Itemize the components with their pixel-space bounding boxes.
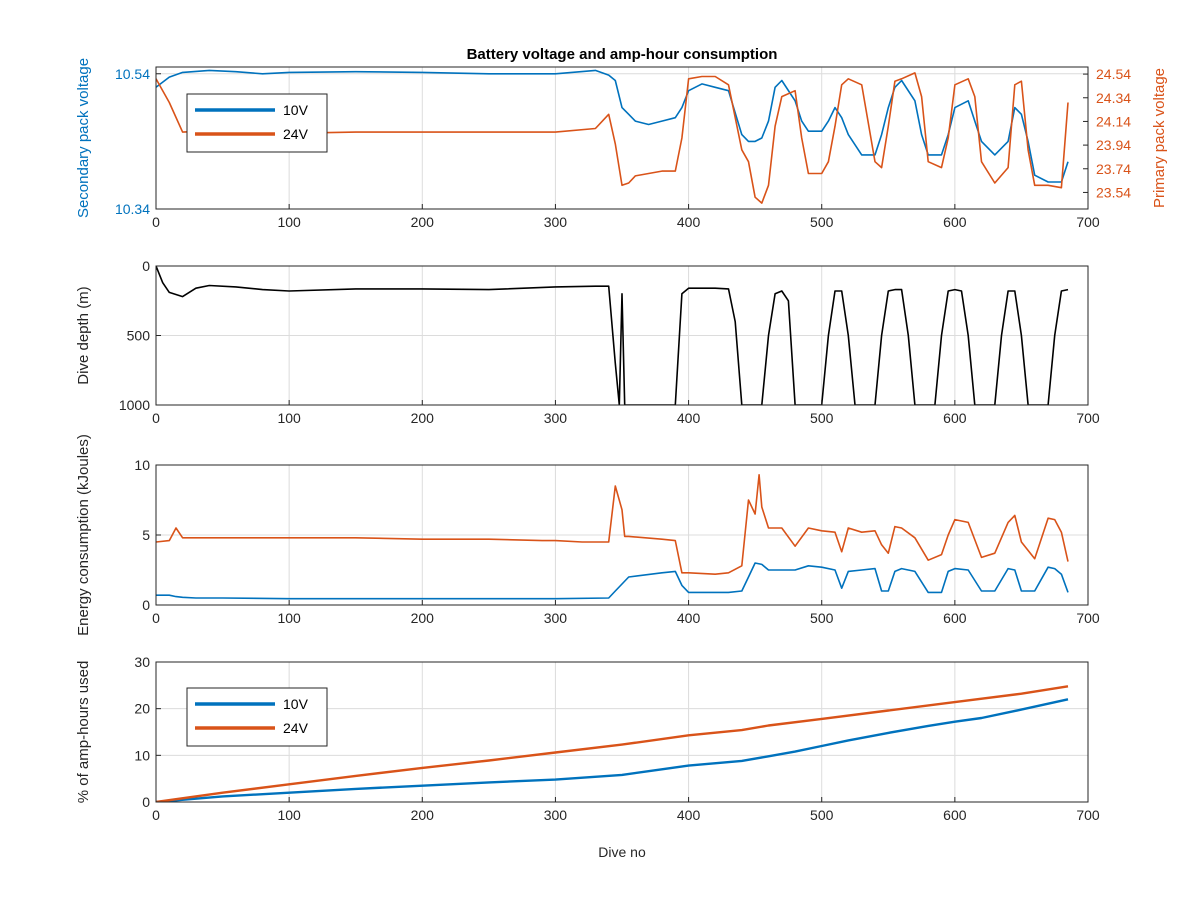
figure-title: Battery voltage and amp-hour consumption bbox=[467, 46, 778, 63]
legend-label-24v: 24V bbox=[283, 720, 309, 736]
axes-frame bbox=[155, 66, 1089, 210]
y-tick-label: 0 bbox=[142, 794, 150, 810]
y-right-tick-label: 23.54 bbox=[1096, 184, 1131, 200]
x-tick-label: 200 bbox=[411, 807, 435, 823]
series-line-24v bbox=[156, 473, 1069, 576]
y-tick-label: 5 bbox=[142, 527, 150, 543]
legend-label-10v: 10V bbox=[283, 102, 309, 118]
x-tick-label: 300 bbox=[544, 807, 568, 823]
y-tick-label: 0 bbox=[142, 597, 150, 613]
panel-voltage: 0 100 200 300 400 500 600 700 10.34 10.54 23.54 23.… bbox=[75, 58, 1168, 230]
x-tick-label: 100 bbox=[277, 214, 301, 230]
legend-label-24v: 24V bbox=[283, 126, 309, 142]
x-tick-label: 300 bbox=[544, 410, 568, 426]
x-tick-label: 0 bbox=[152, 214, 160, 230]
x-tick-label: 400 bbox=[677, 610, 701, 626]
series-line-10v bbox=[156, 69, 1069, 183]
y-tick-label: 0 bbox=[142, 258, 150, 274]
y-right-tick-label: 24.54 bbox=[1096, 66, 1131, 82]
x-tick-label: 200 bbox=[411, 410, 435, 426]
y-tick-label: 10.34 bbox=[115, 201, 150, 217]
x-tick-label: 600 bbox=[943, 610, 967, 626]
y-tick-label: 1000 bbox=[119, 397, 150, 413]
series-group bbox=[156, 473, 1069, 600]
x-tick-label: 100 bbox=[277, 807, 301, 823]
y-right-tick-label: 23.94 bbox=[1096, 137, 1131, 153]
x-tick-label: 600 bbox=[943, 807, 967, 823]
y-tick-label: 10 bbox=[134, 457, 150, 473]
y-tick-label: 10 bbox=[134, 747, 150, 763]
y-tick-label: 10.54 bbox=[115, 66, 150, 82]
series-group bbox=[156, 266, 1069, 405]
series-group bbox=[156, 685, 1069, 802]
x-tick-label: 100 bbox=[277, 410, 301, 426]
x-tick-label: 700 bbox=[1076, 410, 1100, 426]
chart-panels: 0 100 200 300 400 500 600 70010.3410.5423.5423.… bbox=[75, 58, 1168, 823]
panel-amphours: 0 100 200 300 400 500 600 700 0 10 20 30 % of amp-ho… bbox=[75, 654, 1100, 823]
y-right-tick-label: 23.74 bbox=[1096, 161, 1131, 177]
x-tick-label: 0 bbox=[152, 807, 160, 823]
legend-box bbox=[186, 687, 328, 747]
y-tick-label: 20 bbox=[134, 701, 150, 717]
x-tick-label: 500 bbox=[810, 610, 834, 626]
x-tick-label: 300 bbox=[544, 610, 568, 626]
series-line-24v bbox=[156, 72, 1069, 204]
legend-box bbox=[186, 93, 328, 153]
series-line-24v bbox=[156, 685, 1069, 802]
x-tick-label: 200 bbox=[411, 610, 435, 626]
x-tick-label: 500 bbox=[810, 807, 834, 823]
x-tick-label: 500 bbox=[810, 214, 834, 230]
y-axis-label: % of amp-hours used bbox=[75, 661, 92, 804]
x-tick-label: 700 bbox=[1076, 214, 1100, 230]
x-tick-label: 600 bbox=[943, 410, 967, 426]
y-right-axis-label: Primary pack voltage bbox=[1151, 68, 1168, 208]
x-tick-label: 600 bbox=[943, 214, 967, 230]
series-line-10v bbox=[156, 562, 1069, 600]
legend-label-10v: 10V bbox=[283, 696, 309, 712]
x-tick-label: 500 bbox=[810, 410, 834, 426]
x-tick-label: 400 bbox=[677, 410, 701, 426]
y-axis-label: Energy consumption (kJoules) bbox=[75, 434, 92, 636]
x-tick-label: 700 bbox=[1076, 610, 1100, 626]
y-axis-label: Dive depth (m) bbox=[75, 286, 92, 384]
panel-depth: 0 100 200 300 400 500 600 700 0 500 1000 Dive depth… bbox=[75, 258, 1100, 426]
axes-frame bbox=[155, 661, 1089, 803]
x-tick-label: 400 bbox=[677, 807, 701, 823]
panel-energy: 0 100 200 300 400 500 600 700 0 5 10 Energy consump… bbox=[75, 434, 1100, 636]
legend: 10V 24V bbox=[186, 687, 328, 747]
y-axis-label: Secondary pack voltage bbox=[75, 58, 92, 218]
x-tick-label: 700 bbox=[1076, 807, 1100, 823]
figure-xlabel: Dive no bbox=[598, 844, 646, 860]
x-tick-label: 400 bbox=[677, 214, 701, 230]
y-right-tick-label: 24.14 bbox=[1096, 113, 1131, 129]
x-tick-label: 0 bbox=[152, 610, 160, 626]
x-tick-label: 300 bbox=[544, 214, 568, 230]
x-tick-label: 100 bbox=[277, 610, 301, 626]
y-right-tick-label: 24.34 bbox=[1096, 90, 1131, 106]
y-tick-label: 30 bbox=[134, 654, 150, 670]
legend: 10V 24V bbox=[186, 93, 328, 153]
y-tick-label: 500 bbox=[127, 328, 151, 344]
series-group bbox=[156, 69, 1069, 204]
series-line-10v bbox=[156, 698, 1069, 802]
x-tick-label: 200 bbox=[411, 214, 435, 230]
series-line-depth bbox=[156, 266, 1069, 405]
x-tick-label: 0 bbox=[152, 410, 160, 426]
